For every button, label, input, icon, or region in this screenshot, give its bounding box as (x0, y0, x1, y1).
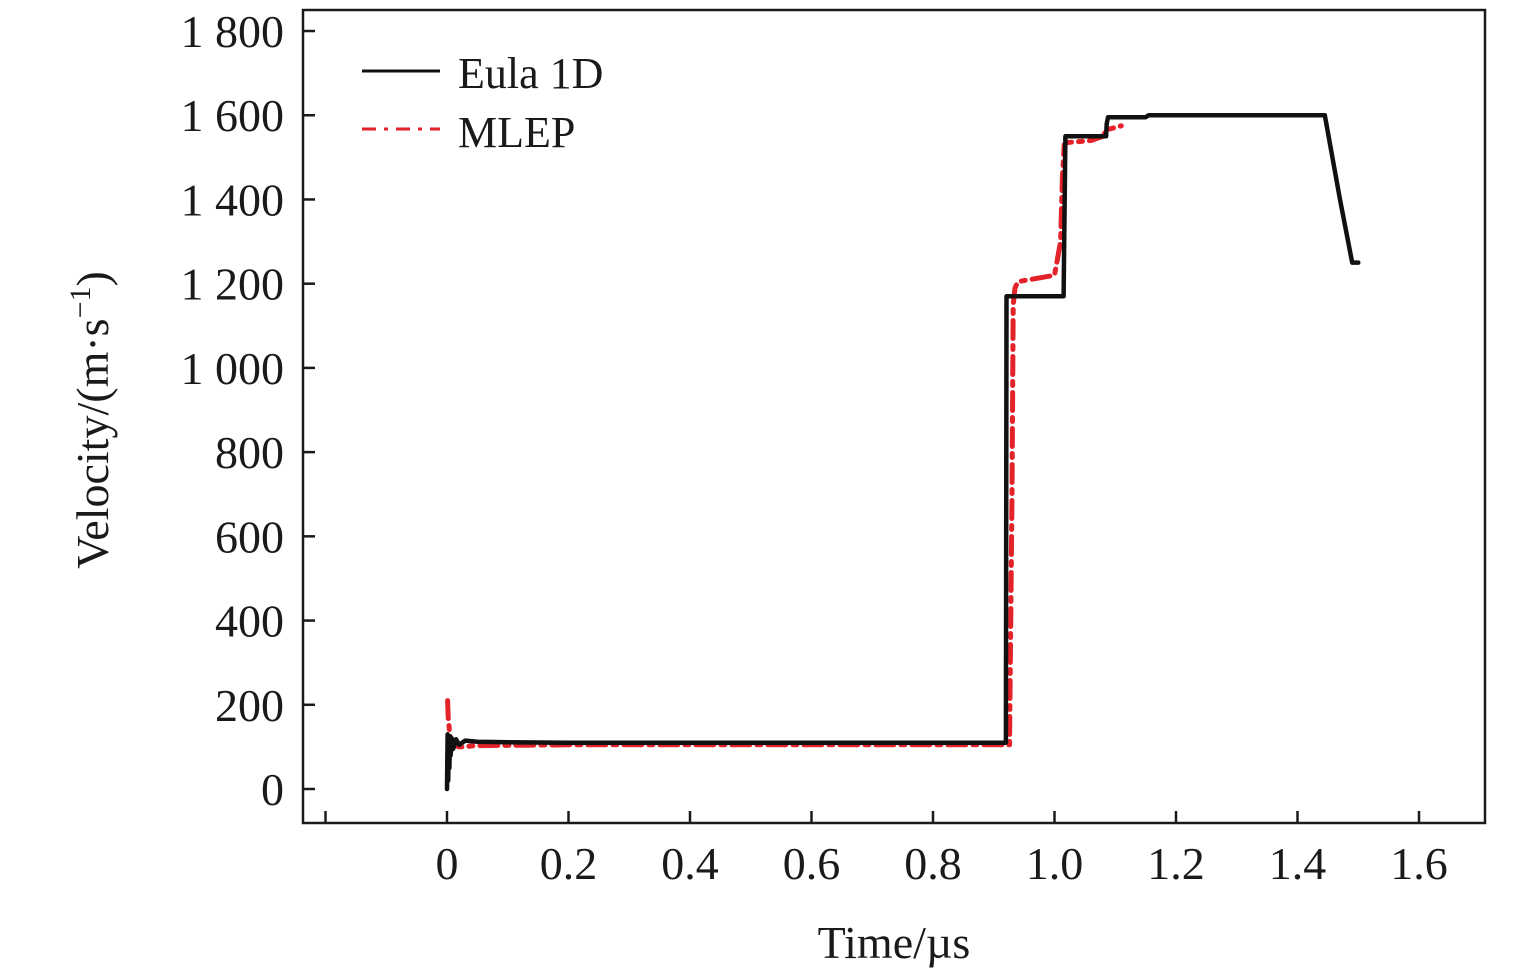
y-axis-title-exponent: −1 (64, 287, 97, 319)
y-tick-label: 1 800 (181, 6, 285, 57)
legend-label-eula-1d: Eula 1D (458, 49, 603, 98)
y-tick-label: 600 (215, 511, 284, 562)
series-line-mlep (445, 123, 1124, 750)
x-tick-label: 1.6 (1390, 838, 1448, 889)
y-axis-ticks: 0 200 400 600 800 1 000 1 200 1 400 1 600 1 800 (181, 6, 315, 815)
x-tick-label: 1.4 (1269, 838, 1327, 889)
y-tick-label: 200 (215, 680, 284, 731)
x-tick-label: 1.0 (1026, 838, 1084, 889)
y-tick-label: 400 (215, 596, 284, 647)
legend: Eula 1D MLEP (362, 49, 603, 157)
x-tick-label: 0.6 (783, 838, 841, 889)
legend-label-mlep: MLEP (458, 108, 575, 157)
y-tick-label: 1 600 (181, 90, 285, 141)
x-tick-label: 0 (436, 838, 459, 889)
series-line-eula-1d (444, 112, 1361, 792)
x-axis-title: Time/µs (818, 917, 971, 968)
x-tick-label: 0.2 (540, 838, 598, 889)
plot-frame (301, 8, 1487, 825)
x-axis-ticks: 0 0.2 0.4 0.6 0.8 1.0 1.2 1.4 1.6 (324, 811, 1448, 889)
x-tick-label: 1.2 (1147, 838, 1205, 889)
y-axis-title-main: Velocity/(m·s (67, 318, 118, 568)
y-tick-label: 0 (261, 764, 284, 815)
y-tick-label: 1 000 (181, 343, 285, 394)
series-layer (444, 112, 1361, 792)
y-tick-label: 1 200 (181, 259, 285, 310)
y-tick-label: 800 (215, 427, 284, 478)
y-axis-title: Velocity/(m·s−1) (64, 271, 118, 569)
y-axis-title-close: ) (67, 271, 118, 286)
x-tick-label: 0.8 (904, 838, 962, 889)
x-tick-label: 0.4 (661, 838, 719, 889)
y-tick-label: 1 400 (181, 174, 285, 225)
